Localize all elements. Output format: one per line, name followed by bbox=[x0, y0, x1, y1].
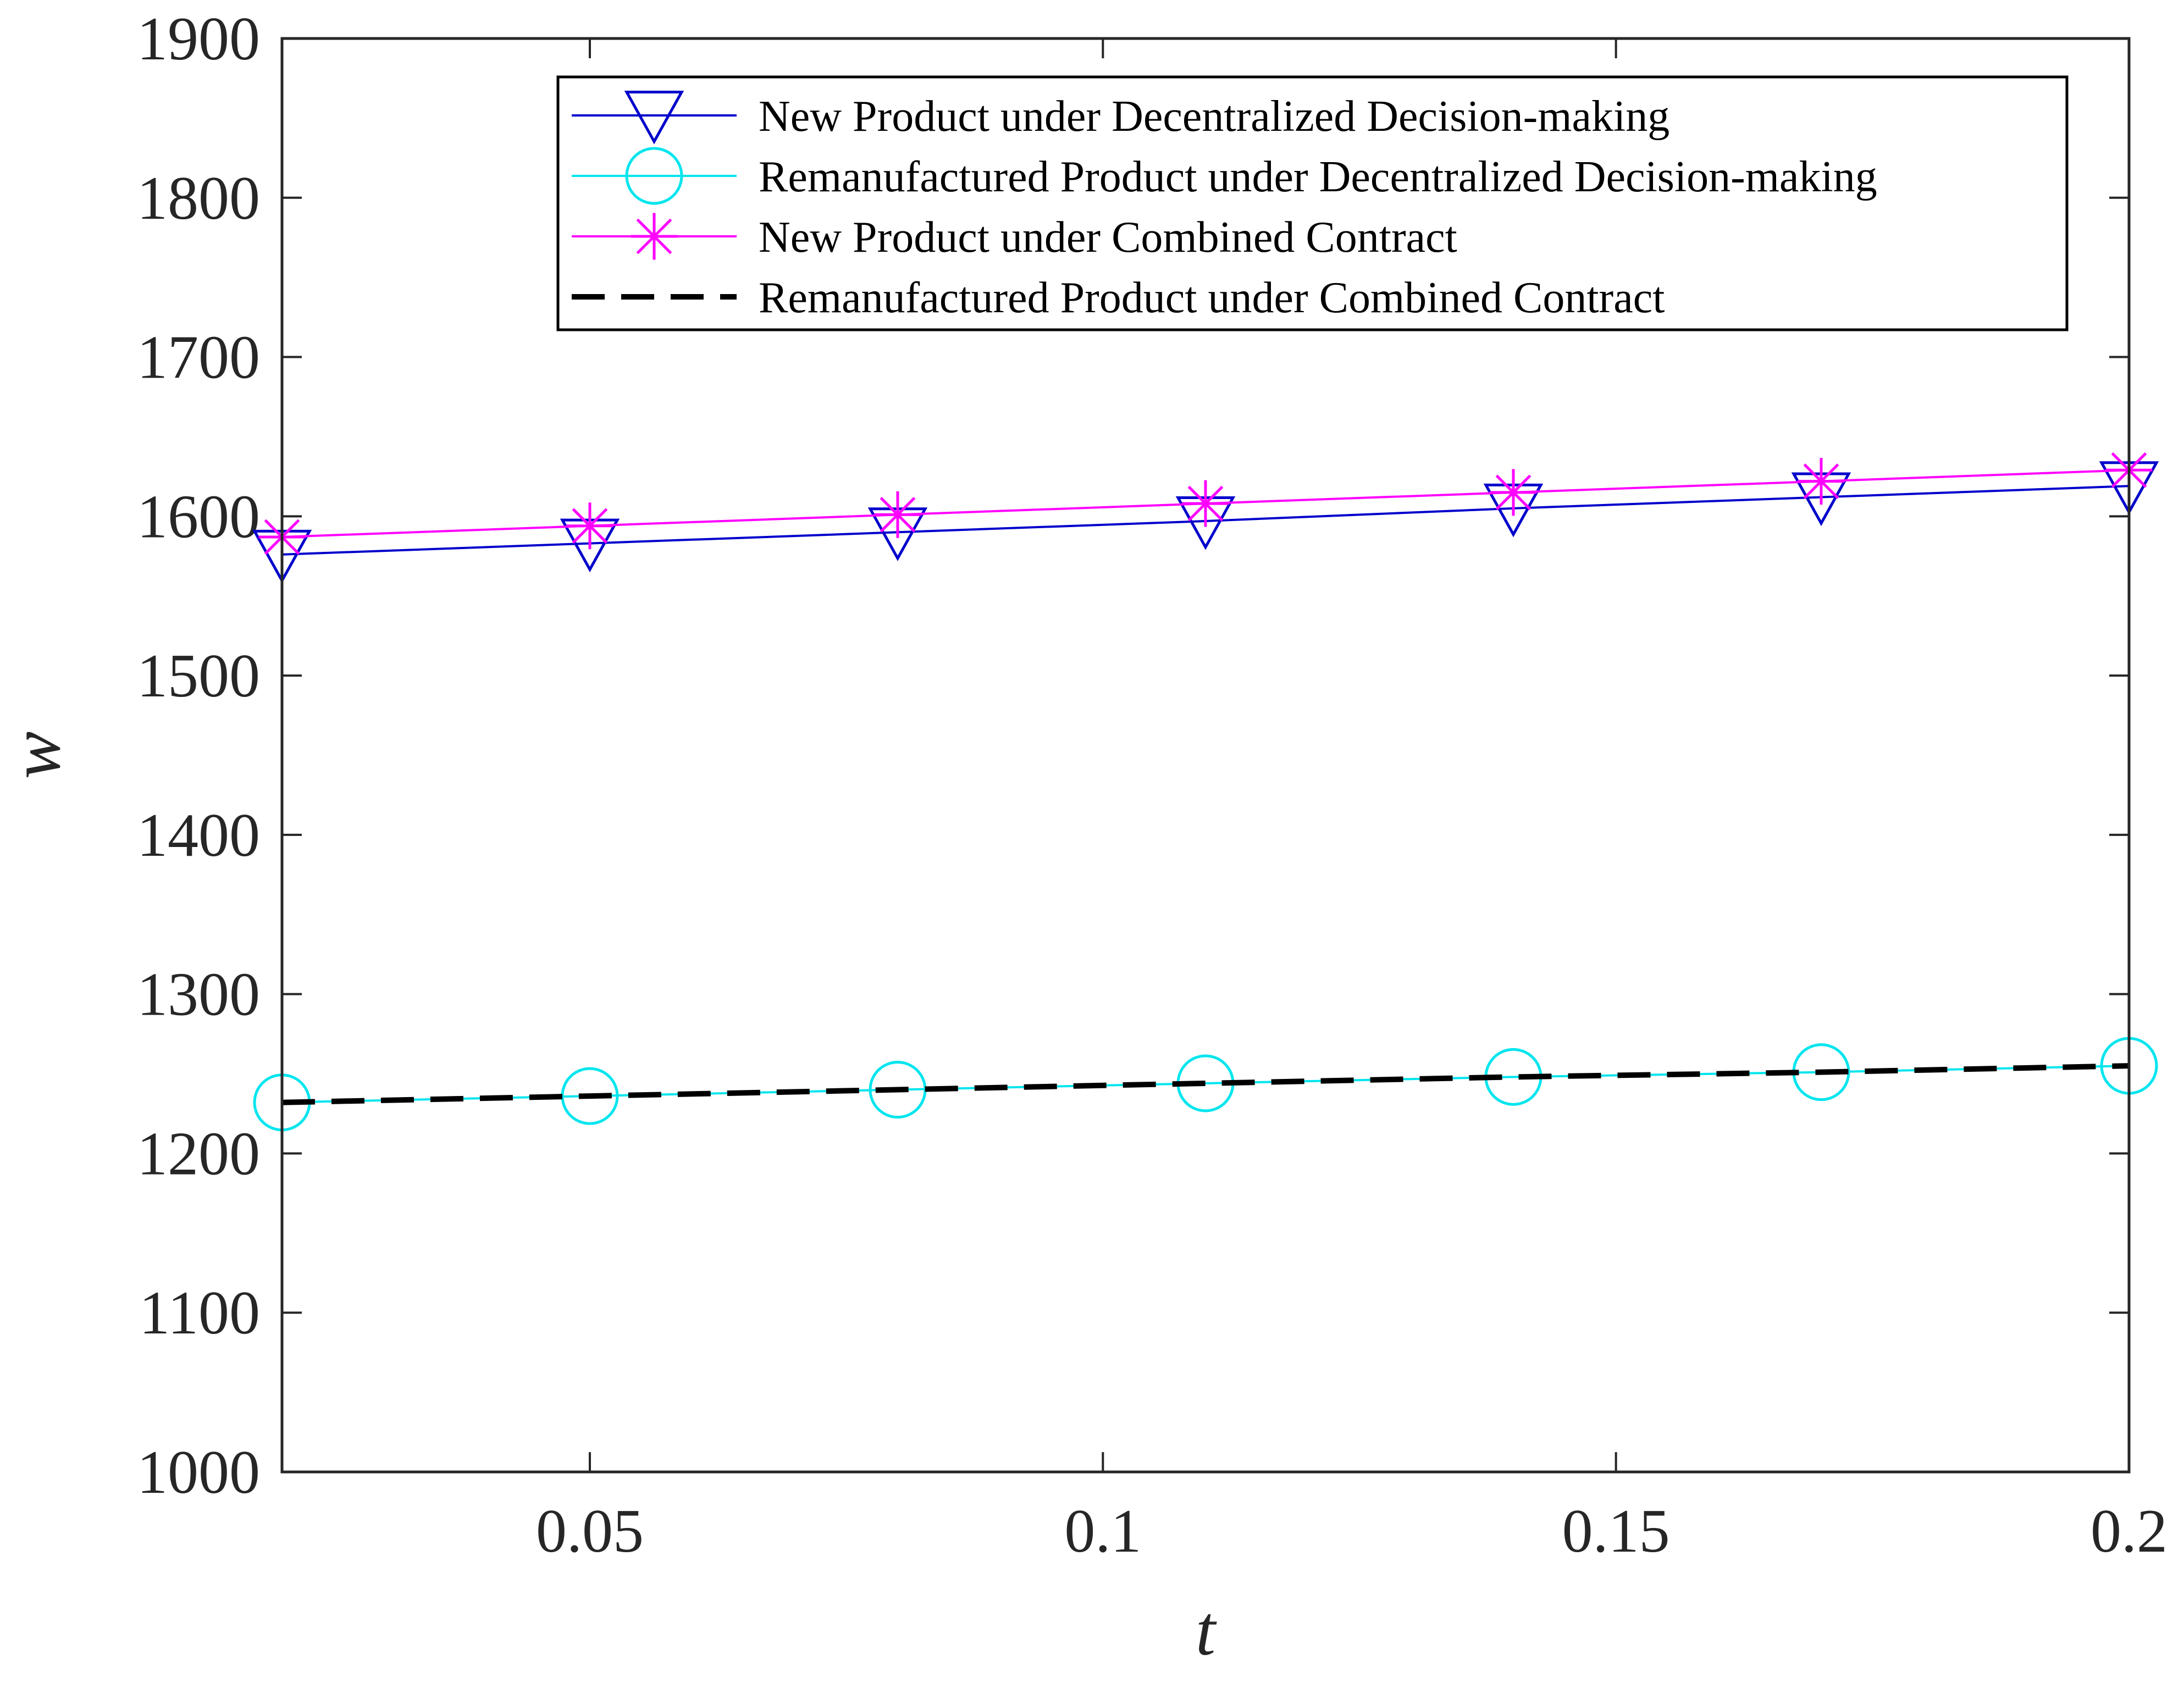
legend-box bbox=[556, 75, 2069, 331]
y-tick-label: 1900 bbox=[137, 5, 260, 73]
data-point bbox=[561, 1067, 619, 1125]
series-3 bbox=[281, 1063, 2130, 1105]
legend-label: New Product under Combined Contract bbox=[759, 213, 1457, 262]
legend: New Product under Decentralized Decision… bbox=[556, 75, 2069, 331]
data-point bbox=[1798, 458, 1845, 505]
y-tick-label: 1300 bbox=[137, 961, 260, 1029]
y-tick-label: 1100 bbox=[139, 1279, 260, 1347]
legend-label: Remanufactured Product under Decentraliz… bbox=[759, 153, 1877, 201]
legend-item: Remanufactured Product under Combined Co… bbox=[572, 274, 1665, 322]
x-tick-label: 0.2 bbox=[2091, 1497, 2168, 1565]
data-point bbox=[566, 502, 613, 550]
data-point bbox=[874, 491, 921, 538]
y-tick-label: 1000 bbox=[137, 1438, 260, 1507]
series-line bbox=[281, 1063, 2130, 1105]
x-axis-label: t bbox=[1196, 1591, 1217, 1670]
data-point bbox=[1182, 480, 1229, 527]
legend-marker bbox=[624, 91, 684, 145]
legend-marker bbox=[625, 147, 683, 205]
legend-label: Remanufactured Product under Combined Co… bbox=[759, 274, 1665, 322]
legend-label: New Product under Decentralized Decision… bbox=[759, 92, 1669, 141]
legend-item: New Product under Combined Contract bbox=[572, 213, 1457, 262]
y-tick-label: 1200 bbox=[137, 1120, 260, 1188]
x-tick-label: 0.1 bbox=[1064, 1497, 1141, 1565]
data-point bbox=[1490, 469, 1537, 516]
y-tick-label: 1400 bbox=[137, 801, 260, 870]
legend-marker bbox=[631, 213, 678, 260]
legend-item: Remanufactured Product under Decentraliz… bbox=[572, 147, 1877, 205]
y-tick-label: 1500 bbox=[137, 642, 260, 710]
y-tick-label: 1600 bbox=[137, 483, 260, 551]
x-tick-label: 0.15 bbox=[1562, 1497, 1670, 1565]
y-axis-label: w bbox=[0, 732, 75, 779]
axes-frame bbox=[280, 37, 2131, 1474]
y-tick-label: 1700 bbox=[137, 324, 260, 392]
y-tick-label: 1800 bbox=[137, 164, 260, 232]
x-tick-label: 0.05 bbox=[536, 1497, 644, 1565]
legend-item: New Product under Decentralized Decision… bbox=[572, 91, 1669, 145]
